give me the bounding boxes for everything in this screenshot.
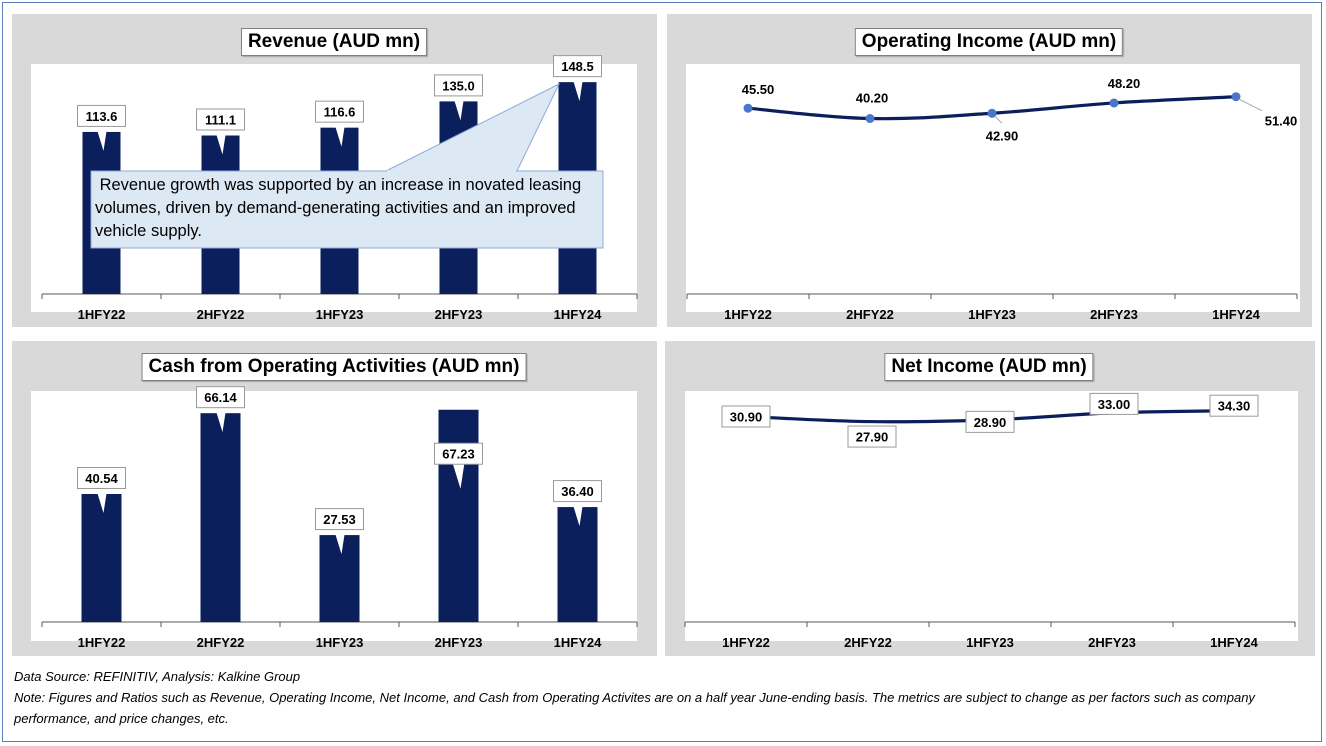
data-label: 51.40 <box>1265 114 1298 129</box>
net-income-title: Net Income (AUD mn) <box>884 353 1094 381</box>
data-label: 27.53 <box>323 512 356 527</box>
leader-line <box>1239 99 1263 112</box>
marker <box>743 103 753 113</box>
data-label-box <box>434 442 483 465</box>
bar <box>81 494 122 622</box>
bar <box>438 409 479 622</box>
annotation-joint <box>387 170 516 173</box>
x-tick-label: 2HFY23 <box>435 307 483 322</box>
label-pointer <box>452 94 465 121</box>
x-tick-label: 1HFY22 <box>722 635 770 650</box>
bar <box>319 535 360 622</box>
data-label-box <box>196 386 245 409</box>
data-label-box <box>553 55 602 78</box>
label-pointer <box>95 487 108 514</box>
x-tick-label: 1HFY24 <box>1212 307 1260 322</box>
label-pointer <box>452 462 465 489</box>
data-label: 40.20 <box>856 91 889 106</box>
x-tick-label: 2HFY23 <box>435 635 483 650</box>
label-pointer <box>95 124 108 151</box>
operating-income-panel: 1HFY22 2HFY22 1HFY23 2HFY23 1HFY24 45.50 40.20… <box>667 14 1312 327</box>
operating-income-plot-area <box>686 64 1300 312</box>
data-label: 111.1 <box>205 112 236 127</box>
data-label: 40.54 <box>85 471 118 486</box>
annotation-box <box>90 170 604 249</box>
data-label: 48.20 <box>1108 76 1141 91</box>
data-label-box <box>965 410 1015 433</box>
operating-income-chart: 1HFY22 2HFY22 1HFY23 2HFY23 1HFY24 45.50 40.20… <box>686 76 1298 322</box>
x-tick-label: 2HFY22 <box>844 635 892 650</box>
data-label: 148.5 <box>561 59 594 74</box>
data-label: 116.6 <box>324 105 356 120</box>
x-tick-label: 1HFY22 <box>78 307 126 322</box>
x-tick-label: 1HFY24 <box>554 307 602 322</box>
data-label: 135.0 <box>442 78 475 93</box>
net-income-panel: 1HFY22 2HFY22 1HFY23 2HFY23 1HFY24 30.90 27.90… <box>665 341 1315 656</box>
label-pointer <box>333 120 346 147</box>
data-label: 27.90 <box>856 430 889 445</box>
marker <box>1109 98 1119 108</box>
x-tick-label: 2HFY22 <box>846 307 894 322</box>
bar <box>200 413 241 622</box>
marker <box>987 108 997 118</box>
annotation-text: Revenue growth was supported by an incre… <box>95 176 586 240</box>
x-tick-label: 2HFY22 <box>197 307 245 322</box>
x-tick-label: 1HFY24 <box>1210 635 1258 650</box>
x-tick-label: 1HFY23 <box>316 307 364 322</box>
label-pointer <box>214 406 227 433</box>
label-pointer <box>214 128 227 155</box>
data-label: 33.00 <box>1098 397 1131 412</box>
label-pointer <box>571 500 584 527</box>
data-label-box <box>196 108 245 131</box>
data-label-box <box>847 425 897 448</box>
revenue-title: Revenue (AUD mn) <box>240 28 428 56</box>
data-label: 28.90 <box>974 415 1007 430</box>
data-label-box <box>1089 392 1139 415</box>
x-tick-label: 2HFY23 <box>1090 307 1138 322</box>
footer-source: Data Source: REFINITIV, Analysis: Kalkin… <box>14 669 301 684</box>
data-label-box <box>721 405 771 428</box>
data-label-box <box>315 100 364 123</box>
x-tick-label: 1HFY22 <box>78 635 126 650</box>
x-tick-label: 1HFY24 <box>554 635 602 650</box>
marker <box>1231 92 1241 102</box>
data-label: 45.50 <box>742 82 775 97</box>
x-tick-label: 1HFY22 <box>724 307 772 322</box>
data-label: 67.23 <box>442 447 475 462</box>
data-label: 42.90 <box>986 128 1019 143</box>
cash-ops-panel: 1HFY22 2HFY22 1HFY23 2HFY23 1HFY24 40.54 66.14… <box>12 341 657 656</box>
footer-note: Note: Figures and Ratios such as Revenue… <box>14 690 1255 726</box>
data-label-box <box>434 74 483 97</box>
data-label-box <box>77 467 126 490</box>
data-label: 36.40 <box>561 484 594 499</box>
data-label-box <box>77 104 126 127</box>
data-label: 113.6 <box>86 109 118 124</box>
leader-line <box>994 115 1003 124</box>
label-pointer <box>571 75 584 102</box>
operating-income-title: Operating Income (AUD mn) <box>854 28 1124 56</box>
marker <box>865 114 875 124</box>
annotation-text-wrap: Revenue growth was supported by an incre… <box>95 176 586 240</box>
x-tick-label: 1HFY23 <box>966 635 1014 650</box>
data-label: 30.90 <box>730 409 763 424</box>
bar <box>557 507 598 622</box>
x-tick-label: 1HFY23 <box>316 635 364 650</box>
x-tick-label: 1HFY23 <box>968 307 1016 322</box>
data-label: 34.30 <box>1218 399 1251 414</box>
data-label-box <box>553 480 602 503</box>
data-label-box <box>1209 394 1259 417</box>
data-label-box <box>315 508 364 531</box>
revenue-chart: 1HFY22 2HFY22 1HFY23 2HFY23 1HFY24 113.6 111.1… <box>41 55 638 322</box>
revenue-panel: 1HFY22 2HFY22 1HFY23 2HFY23 1HFY24 113.6 111.1… <box>12 14 657 327</box>
cash-ops-chart: 1HFY22 2HFY22 1HFY23 2HFY23 1HFY24 40.54 66.14… <box>41 386 638 650</box>
label-pointer <box>333 528 346 555</box>
net-income-chart: 1HFY22 2HFY22 1HFY23 2HFY23 1HFY24 30.90 27.90… <box>684 392 1296 650</box>
footer: Data Source: REFINITIV, Analysis: Kalkin… <box>14 666 1314 729</box>
x-tick-label: 2HFY23 <box>1088 635 1136 650</box>
annotation-pointer <box>385 82 561 172</box>
x-tick-label: 2HFY22 <box>197 635 245 650</box>
cash-ops-title: Cash from Operating Activities (AUD mn) <box>141 353 527 381</box>
data-label: 66.14 <box>204 390 237 405</box>
